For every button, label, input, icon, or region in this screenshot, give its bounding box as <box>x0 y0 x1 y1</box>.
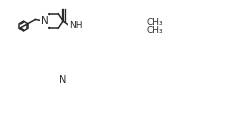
Text: CH₃: CH₃ <box>146 18 163 27</box>
Text: NH: NH <box>69 21 82 30</box>
Text: N: N <box>60 75 67 84</box>
Text: N: N <box>41 16 48 26</box>
Text: CH₃: CH₃ <box>146 26 163 35</box>
